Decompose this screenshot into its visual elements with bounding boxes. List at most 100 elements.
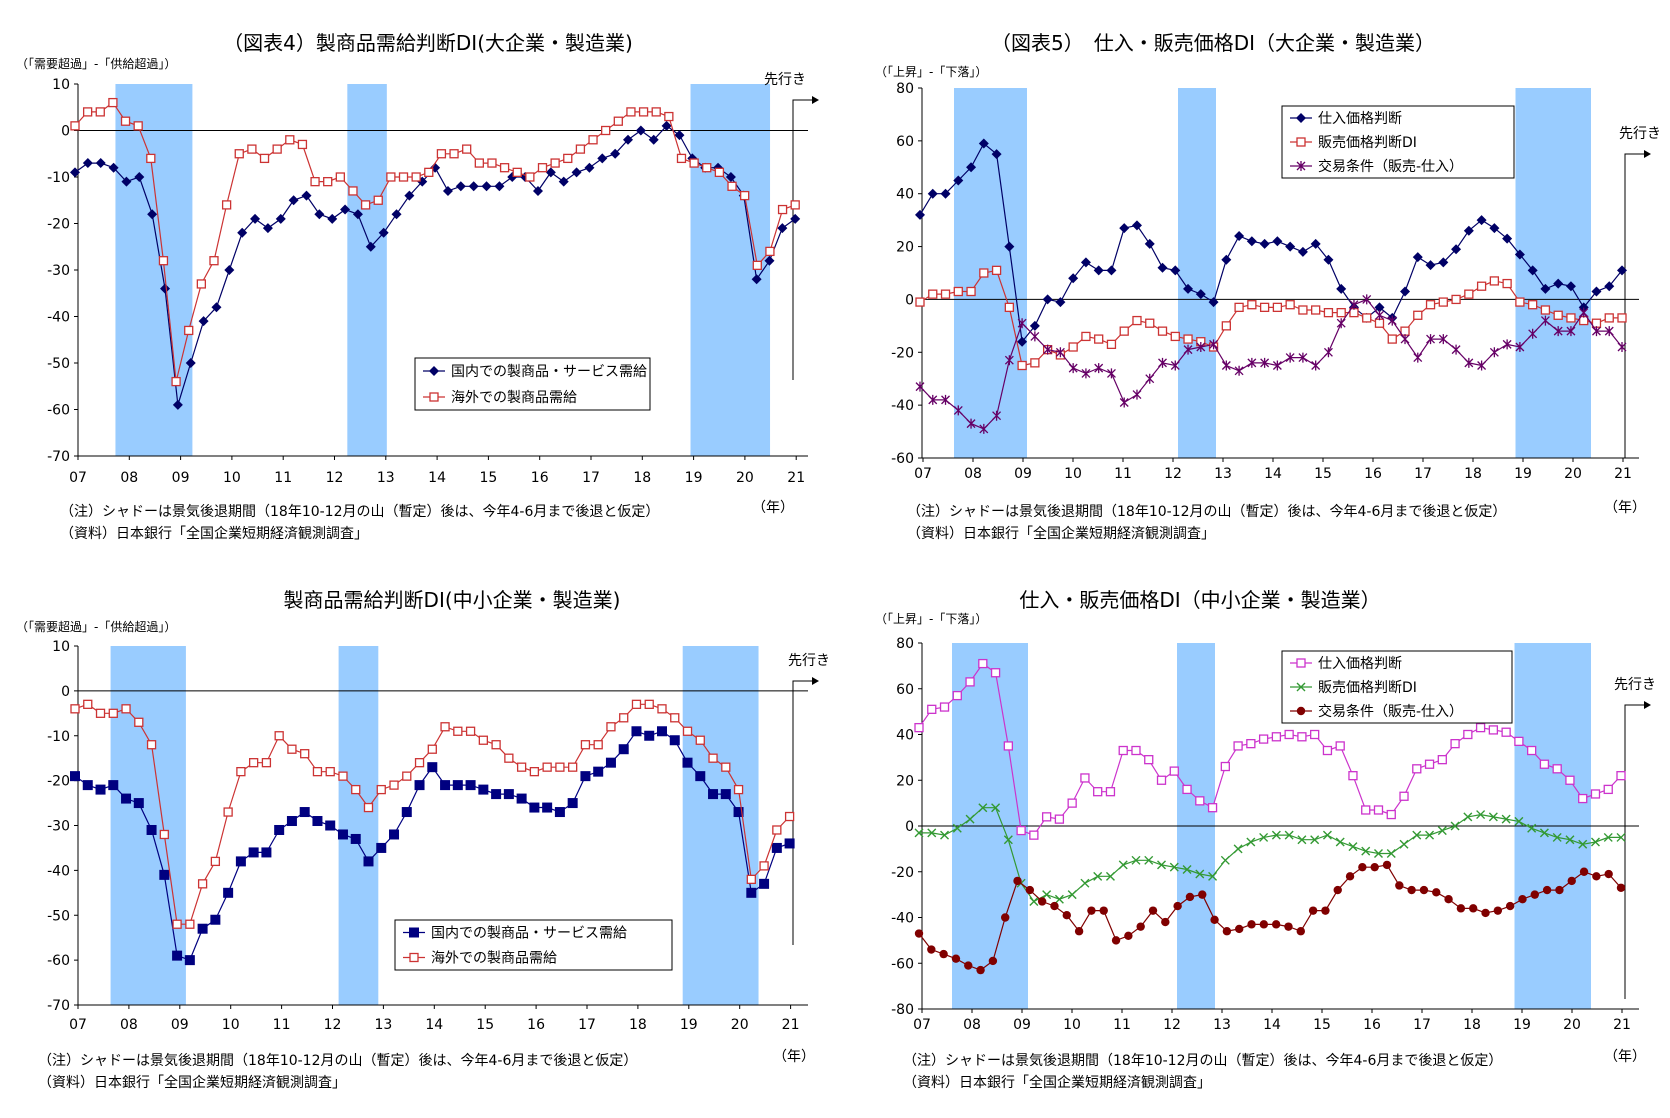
data-point — [1361, 805, 1371, 815]
forecast-arrow-head — [812, 96, 819, 104]
data-point — [1553, 278, 1564, 289]
y-tick-label: -40 — [47, 310, 70, 326]
data-point — [1552, 832, 1562, 842]
data-point — [777, 223, 788, 234]
data-point — [478, 784, 489, 795]
legend-box — [414, 357, 651, 411]
data-point — [376, 842, 387, 853]
data-point — [365, 241, 376, 252]
data-point — [1592, 326, 1601, 337]
data-point — [1298, 305, 1308, 315]
data-point — [1259, 238, 1270, 249]
data-point — [1426, 334, 1436, 345]
data-point — [224, 265, 235, 275]
data-point — [1136, 922, 1145, 931]
note-shading: （注）シャドーは景気後退期間（18年10-12月の山（暫定）後は、今年4-6月ま… — [903, 1053, 1502, 1069]
y-tick-label: -40 — [891, 911, 914, 927]
data-point — [1296, 682, 1306, 692]
data-point — [1311, 360, 1321, 371]
y-tick-label: -80 — [891, 1002, 914, 1018]
x-tick-label: 09 — [171, 1017, 189, 1033]
data-point — [1081, 368, 1091, 379]
data-point — [1246, 837, 1256, 847]
data-point — [1515, 342, 1525, 352]
data-point — [928, 289, 938, 299]
data-point — [740, 190, 750, 201]
data-point — [261, 758, 272, 768]
data-point — [1310, 729, 1320, 740]
data-point — [1183, 334, 1193, 344]
data-point — [1221, 254, 1232, 265]
data-point — [1183, 283, 1194, 294]
data-point — [1025, 885, 1035, 895]
data-point — [210, 914, 221, 925]
data-point — [725, 172, 736, 182]
data-point — [478, 735, 488, 745]
data-point — [631, 726, 642, 737]
data-point — [209, 256, 219, 266]
legend-entry: 販売価格判断DI — [1318, 680, 1417, 696]
data-point — [159, 829, 169, 840]
data-point — [1493, 906, 1503, 915]
data-point — [992, 410, 1002, 421]
data-point — [1540, 315, 1550, 326]
data-point — [588, 135, 598, 145]
data-point — [1463, 225, 1474, 236]
data-point — [1579, 867, 1589, 876]
data-point — [1259, 832, 1269, 842]
data-point — [1310, 835, 1320, 845]
data-point — [1221, 360, 1231, 371]
data-point — [1603, 832, 1613, 842]
data-point — [1604, 281, 1615, 292]
data-point — [337, 829, 348, 840]
data-point — [1617, 313, 1627, 323]
data-point — [682, 757, 693, 768]
data-point — [146, 153, 156, 164]
recession-shade — [954, 88, 1027, 458]
forecast-arrow — [792, 680, 813, 945]
data-point — [1539, 828, 1549, 838]
data-point — [1055, 297, 1066, 308]
data-point — [468, 181, 479, 192]
data-point — [631, 699, 642, 709]
series-2 — [914, 803, 1626, 906]
data-point — [988, 956, 998, 966]
data-point — [285, 135, 295, 145]
data-point — [301, 190, 312, 201]
data-point — [940, 830, 950, 840]
data-point — [1170, 360, 1180, 371]
forecast-label: 先行き — [788, 653, 830, 669]
data-point — [1565, 835, 1575, 845]
x-tick-label: 11 — [274, 470, 292, 486]
data-point — [1119, 326, 1129, 336]
x-tick-label: 13 — [1214, 466, 1232, 482]
data-point — [1074, 927, 1084, 936]
data-point — [1444, 895, 1453, 904]
y-tick-label: 10 — [52, 639, 70, 655]
data-point — [1370, 862, 1379, 872]
x-tick-label: 16 — [527, 1017, 545, 1033]
data-point — [465, 726, 476, 736]
recession-shade — [1178, 88, 1216, 458]
data-point — [82, 780, 93, 791]
note-source: （資料）日本銀行「全国企業短期経済観測調査」 — [907, 525, 1215, 542]
data-point — [404, 190, 415, 201]
data-point — [953, 405, 963, 416]
x-tick-label: 08 — [964, 466, 982, 482]
x-axis-unit: （年） — [1604, 500, 1646, 516]
data-point — [134, 172, 145, 182]
data-point — [312, 816, 323, 827]
data-point — [1080, 257, 1091, 268]
x-tick-label: 12 — [324, 1017, 342, 1033]
y-tick-label: -10 — [47, 170, 70, 186]
data-point — [733, 807, 744, 818]
data-point — [185, 358, 196, 368]
y-tick-label: 0 — [61, 684, 70, 700]
data-point — [1518, 895, 1527, 904]
data-point — [83, 699, 93, 709]
data-point — [771, 842, 782, 853]
data-point — [1233, 741, 1243, 751]
data-point — [1029, 320, 1040, 331]
data-point — [1437, 755, 1447, 765]
data-point — [1284, 922, 1293, 931]
